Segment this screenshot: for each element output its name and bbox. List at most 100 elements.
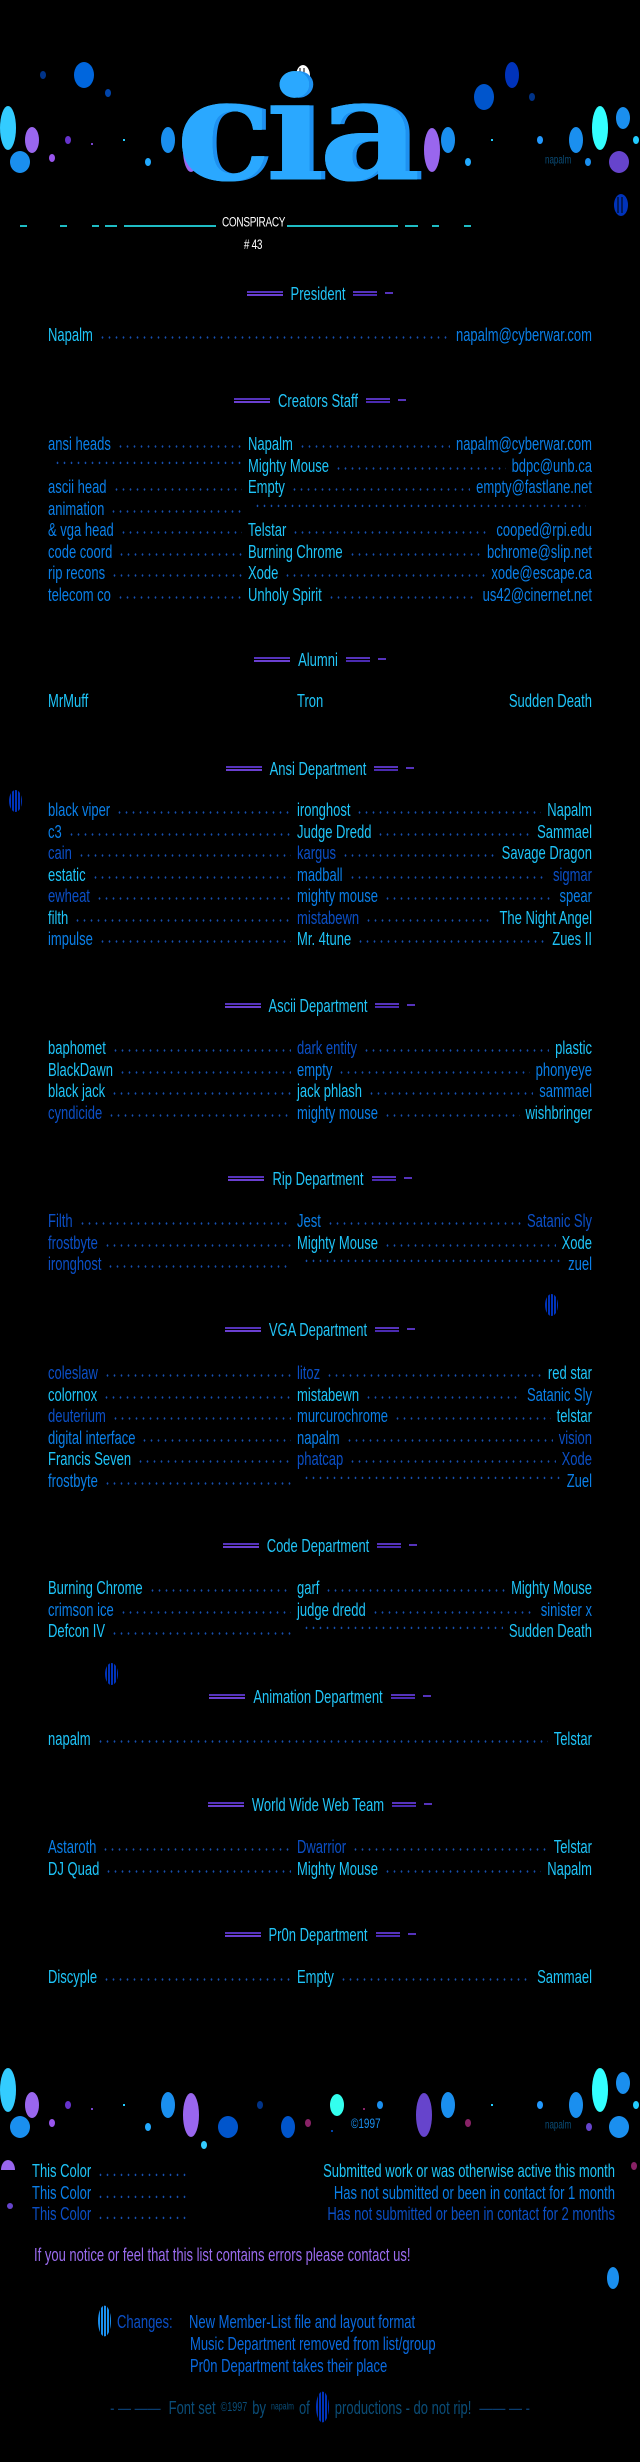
dot-leader <box>98 938 291 943</box>
member-row: estatic madball sigmar <box>48 860 592 888</box>
dot-leader <box>342 852 496 857</box>
dot-leader <box>365 917 494 922</box>
member-name: Napalm <box>248 432 293 454</box>
dot-leader <box>103 1480 291 1485</box>
dot-leader <box>326 1220 521 1225</box>
member-name: frostbyte <box>48 1231 98 1252</box>
role-label: telecom co <box>48 583 111 604</box>
cia-emblem-icon <box>315 2391 329 2423</box>
member-row: Astaroth Dwarrior Telstar <box>48 1832 592 1860</box>
dot-leader <box>74 917 291 922</box>
change-item: New Member-List file and layout format <box>189 2310 416 2332</box>
dot-leader <box>290 486 471 491</box>
member-cell: Sammael <box>537 1966 592 1987</box>
section-title: Ascii Department <box>268 994 368 1016</box>
member-cell: Jest <box>297 1210 527 1231</box>
member-cell: frostbyte <box>48 1231 297 1252</box>
issue-banner: CONSPIRACY # 43 <box>0 215 640 253</box>
member-name: empty <box>297 1058 333 1079</box>
member-cell: animation <box>48 497 248 518</box>
member-cell: ansi heads <box>48 433 248 454</box>
divider-dash <box>409 1544 418 1546</box>
fontset-author: napalm <box>270 2402 294 2412</box>
member-row: napalm Telstar <box>48 1724 592 1752</box>
role-label: & vga head <box>48 518 114 540</box>
member-name: Xode <box>248 561 279 583</box>
role-label: ascii head <box>48 475 107 497</box>
fontset-credit: - — —— Font set ©1997 by napalm of produ… <box>0 2391 640 2423</box>
section-title: Pr0n Department <box>268 1923 368 1945</box>
member-row: black viper ironghost Napalm <box>48 795 592 823</box>
dot-leader <box>97 2194 188 2199</box>
dot-leader <box>303 1258 563 1263</box>
member-row: animation <box>48 494 592 522</box>
member-cell: ironghost <box>297 799 547 820</box>
member-name: napalm <box>297 1426 340 1447</box>
member-cell: empty <box>297 1058 536 1079</box>
dot-leader <box>116 594 242 599</box>
member-cell: mistabewn <box>297 1383 527 1404</box>
section-header-alumni: Alumni <box>0 648 640 670</box>
member-cell: coleslaw <box>48 1362 297 1383</box>
member-name: spear <box>559 884 592 906</box>
divider-right <box>375 1002 400 1008</box>
dot-leader <box>383 1868 542 1873</box>
member-row: Mighty Mouse bdpc@unb.ca <box>48 451 592 479</box>
member-name: c3 <box>48 820 62 841</box>
member-cell: napalm <box>48 1728 554 1749</box>
dot-leader <box>349 1458 556 1463</box>
member-name: jack phlash <box>297 1079 363 1101</box>
dot-leader <box>111 1415 291 1420</box>
member-cell: crimson ice <box>48 1598 297 1619</box>
divider-dash <box>407 1933 416 1935</box>
member-cell: ironghost <box>48 1253 297 1274</box>
member-cell: Judge Dredd <box>297 820 537 841</box>
section-title: Animation Department <box>253 1685 383 1707</box>
member-row: black jack jack phlash sammael <box>48 1076 592 1104</box>
member-cell: judge dredd <box>297 1598 541 1619</box>
member-cell: BlackDawn <box>48 1058 297 1079</box>
error-notice: If you notice or feel that this list con… <box>34 2244 411 2265</box>
member-name: phatcap <box>297 1447 344 1469</box>
member-name: Satanic Sly <box>526 1383 592 1404</box>
member-row: deuterium murcurochrome telstar <box>48 1401 592 1429</box>
member-name: mighty mouse <box>297 1101 378 1122</box>
member-name: red star <box>547 1361 592 1383</box>
divider-right <box>345 656 370 662</box>
cia-emblem-icon <box>105 1663 118 1685</box>
divider-dash <box>406 767 415 769</box>
member-cell: xode@escape.ca <box>491 562 592 583</box>
divider-dash <box>407 1328 416 1330</box>
member-name: BlackDawn <box>48 1058 114 1079</box>
member-name: Napalm <box>547 1857 592 1878</box>
member-cell: vision <box>559 1426 592 1447</box>
member-name: Mighty Mouse <box>248 454 329 475</box>
member-cell: bchrome@slip.net <box>487 540 592 561</box>
dot-leader <box>303 1474 561 1479</box>
divider-left <box>222 1542 259 1548</box>
member-cell: Xode <box>562 1448 592 1469</box>
member-cell: Mighty Mouse <box>511 1577 592 1598</box>
dot-leader <box>338 1069 530 1074</box>
dot-leader <box>103 1372 291 1377</box>
section-header-rip-department: Rip Department <box>0 1167 640 1189</box>
member-name: ewheat <box>48 884 90 906</box>
member-cell: Mr. 4tune <box>297 928 552 949</box>
signature: napalm <box>545 2117 572 2132</box>
divider-dash <box>407 1004 416 1006</box>
dot-leader <box>102 1846 291 1851</box>
dot-leader <box>91 874 291 879</box>
member-cell: colornox <box>48 1383 297 1404</box>
divider-right <box>371 1175 396 1181</box>
member-cell: phonyeye <box>536 1058 592 1079</box>
member-cell: Tron <box>297 690 509 711</box>
divider-dash <box>422 1695 431 1697</box>
cia-emblem-icon <box>296 65 310 87</box>
divider-dash <box>397 399 406 401</box>
bubble-decoration <box>0 2068 639 2170</box>
dot-leader <box>137 1458 291 1463</box>
email: bchrome@slip.net <box>487 540 592 561</box>
member-name: Filth <box>48 1209 73 1231</box>
member-name: zuel <box>568 1252 592 1274</box>
dot-leader <box>103 1976 291 1981</box>
